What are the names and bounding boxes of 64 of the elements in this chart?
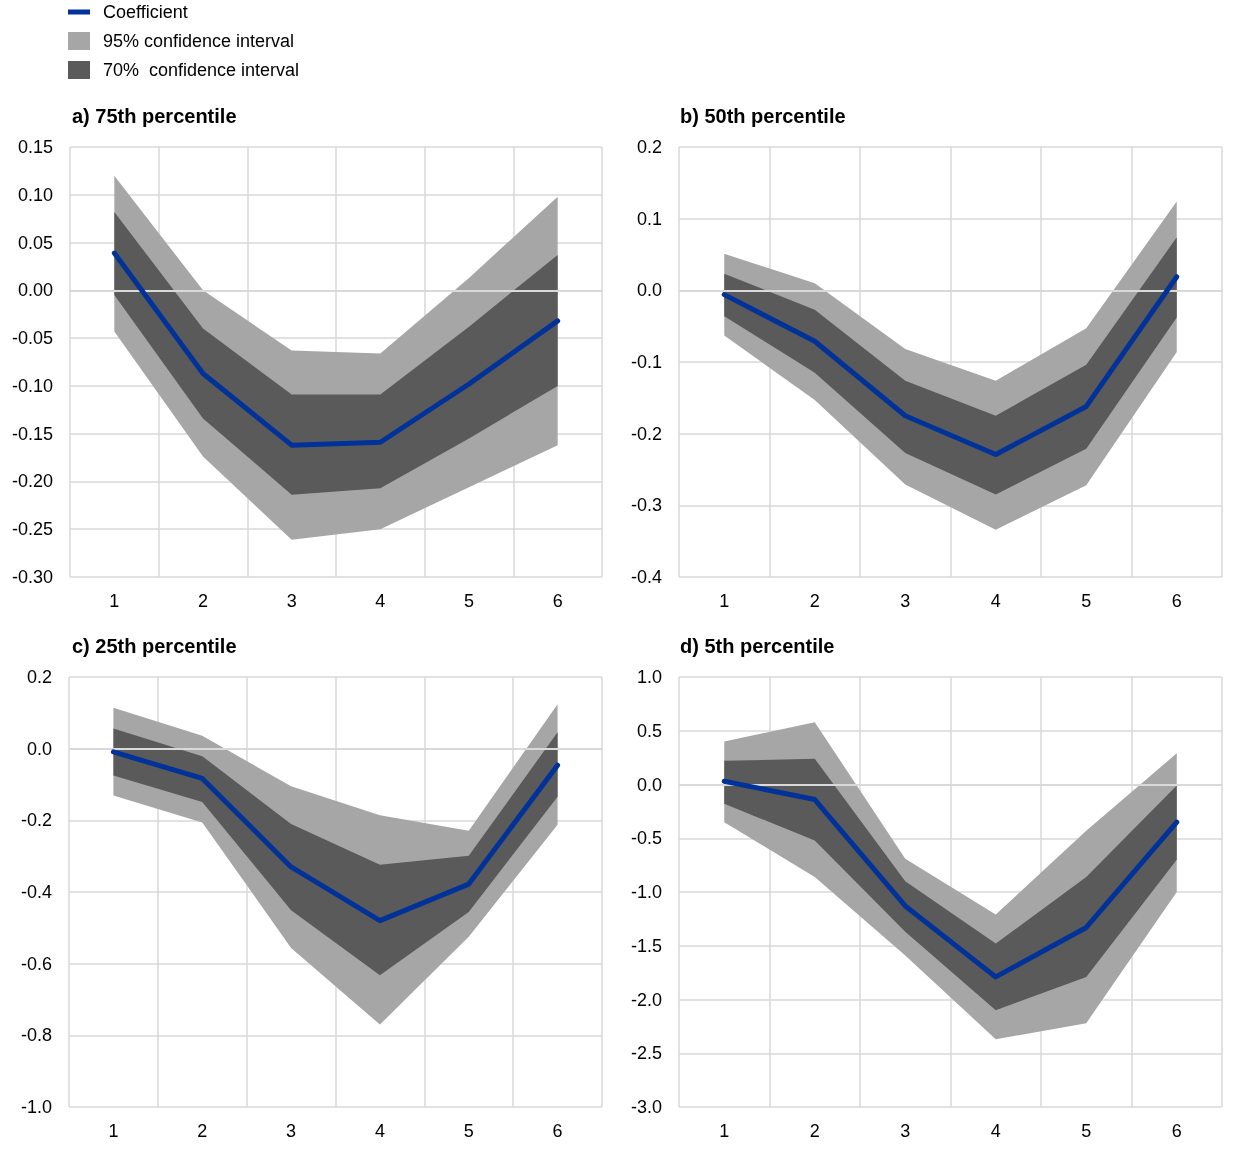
y-tick-label: -0.5 <box>630 828 662 849</box>
x-tick-label: 4 <box>990 591 1001 611</box>
y-tick-label: -0.4 <box>630 567 662 587</box>
x-tick-label: 2 <box>197 1121 208 1141</box>
y-tick-label: -0.2 <box>630 423 662 444</box>
y-tick-label: -2.0 <box>630 989 662 1010</box>
y-tick-label: 0.5 <box>636 720 662 741</box>
x-tick-label: 1 <box>109 591 120 611</box>
x-tick-label: 2 <box>809 591 820 611</box>
y-tick-label: 1.0 <box>636 667 662 687</box>
y-tick-label: 0.0 <box>26 738 52 759</box>
x-tick-label: 4 <box>375 591 386 611</box>
x-tick-label: 3 <box>286 591 297 611</box>
x-tick-label: 3 <box>900 1121 911 1141</box>
x-tick-label: 4 <box>990 1121 1001 1141</box>
y-tick-label: 0.00 <box>17 280 53 301</box>
x-tick-label: 3 <box>286 1121 297 1141</box>
y-tick-label: -0.3 <box>630 495 662 516</box>
x-tick-label: 5 <box>1081 591 1092 611</box>
x-tick-label: 6 <box>1171 1121 1182 1141</box>
y-tick-label: 0.2 <box>26 667 52 687</box>
x-tick-label: 6 <box>552 591 563 611</box>
x-tick-label: 6 <box>1171 591 1182 611</box>
y-tick-label: -0.30 <box>11 567 53 587</box>
x-tick-label: 6 <box>552 1121 563 1141</box>
y-tick-label: -0.05 <box>11 328 53 349</box>
x-tick-label: 4 <box>374 1121 385 1141</box>
y-tick-label: 0.0 <box>636 774 662 795</box>
x-tick-label: 2 <box>197 591 209 611</box>
y-tick-label: -0.15 <box>11 423 53 444</box>
y-tick-label: -0.2 <box>20 810 52 831</box>
chart-title: d) 5th percentile <box>680 635 835 657</box>
x-tick-label: 3 <box>900 591 911 611</box>
y-tick-label: -1.0 <box>20 1097 52 1117</box>
y-tick-label: -0.6 <box>20 953 52 974</box>
x-tick-label: 1 <box>719 1121 730 1141</box>
y-tick-label: 0.15 <box>17 137 53 157</box>
x-tick-label: 5 <box>463 591 475 611</box>
chart-title: a) 75th percentile <box>72 105 237 127</box>
y-tick-label: -0.8 <box>20 1025 52 1046</box>
y-tick-label: 0.0 <box>636 280 662 301</box>
y-tick-label: -0.10 <box>11 375 53 396</box>
x-tick-label: 1 <box>719 591 730 611</box>
legend-label: Coefficient <box>103 2 188 22</box>
x-tick-label: 5 <box>1081 1121 1092 1141</box>
y-tick-label: -0.1 <box>630 352 662 372</box>
y-tick-label: -0.4 <box>20 882 52 902</box>
chart-title: c) 25th percentile <box>72 635 237 657</box>
y-tick-label: -0.25 <box>11 519 53 540</box>
y-tick-label: 0.10 <box>17 184 53 205</box>
y-tick-label: -0.20 <box>11 471 53 492</box>
y-tick-label: 0.05 <box>17 232 53 253</box>
y-tick-label: 0.2 <box>636 137 662 157</box>
y-tick-label: -1.5 <box>630 935 662 956</box>
y-tick-label: -3.0 <box>630 1097 662 1117</box>
x-tick-label: 5 <box>463 1121 474 1141</box>
legend-label: 95% confidence interval <box>103 31 295 51</box>
x-tick-label: 2 <box>809 1121 820 1141</box>
x-tick-label: 1 <box>108 1121 119 1141</box>
y-tick-label: 0.1 <box>636 208 662 229</box>
y-tick-label: -1.0 <box>630 882 662 902</box>
legend-label: 70% confidence interval <box>103 60 300 80</box>
y-tick-label: -2.5 <box>630 1043 662 1064</box>
chart-title: b) 50th percentile <box>680 105 846 127</box>
